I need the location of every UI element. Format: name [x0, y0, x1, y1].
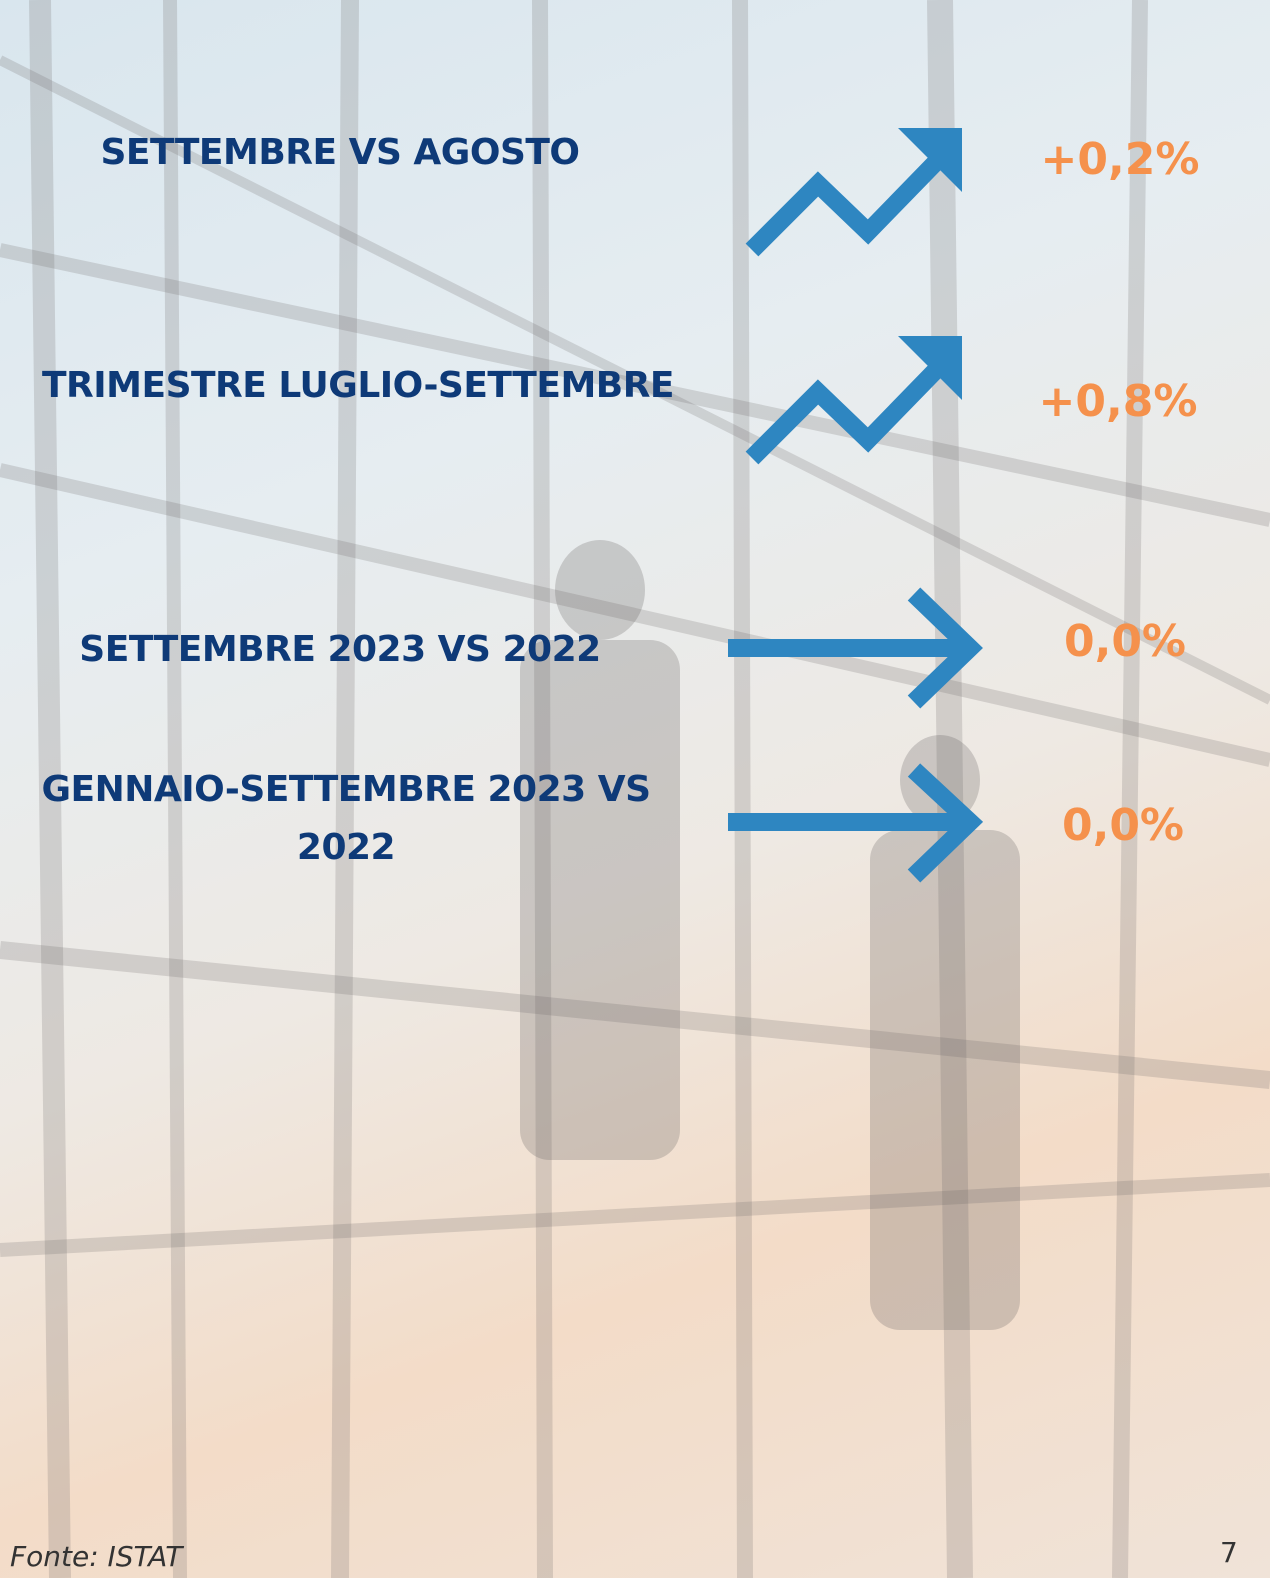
trend-arrow-head	[898, 336, 962, 400]
trend-arrow	[745, 153, 945, 257]
item-value: 0,0%	[1061, 800, 1185, 851]
item-label: SETTEMBRE VS AGOSTO	[100, 132, 580, 173]
page-number: 7	[1220, 1536, 1238, 1569]
right-arrow-head	[907, 587, 983, 709]
item-value: +0,2%	[1040, 134, 1200, 185]
trend-arrow-head	[898, 128, 962, 192]
source: Fonte: ISTAT	[10, 1540, 183, 1573]
right-arrow-head	[907, 763, 984, 883]
item-label: TRIMESTRE LUGLIO-SETTEMBRE	[41, 365, 675, 406]
item-label: SETTEMBRE 2023 VS 2022	[79, 629, 601, 670]
item-value: 0,0%	[1063, 616, 1187, 667]
item-value: +0,8%	[1038, 376, 1198, 427]
item-label: GENNAIO-SETTEMBRE 2023 VS 2022	[41, 769, 651, 868]
trend-arrow	[745, 361, 945, 465]
